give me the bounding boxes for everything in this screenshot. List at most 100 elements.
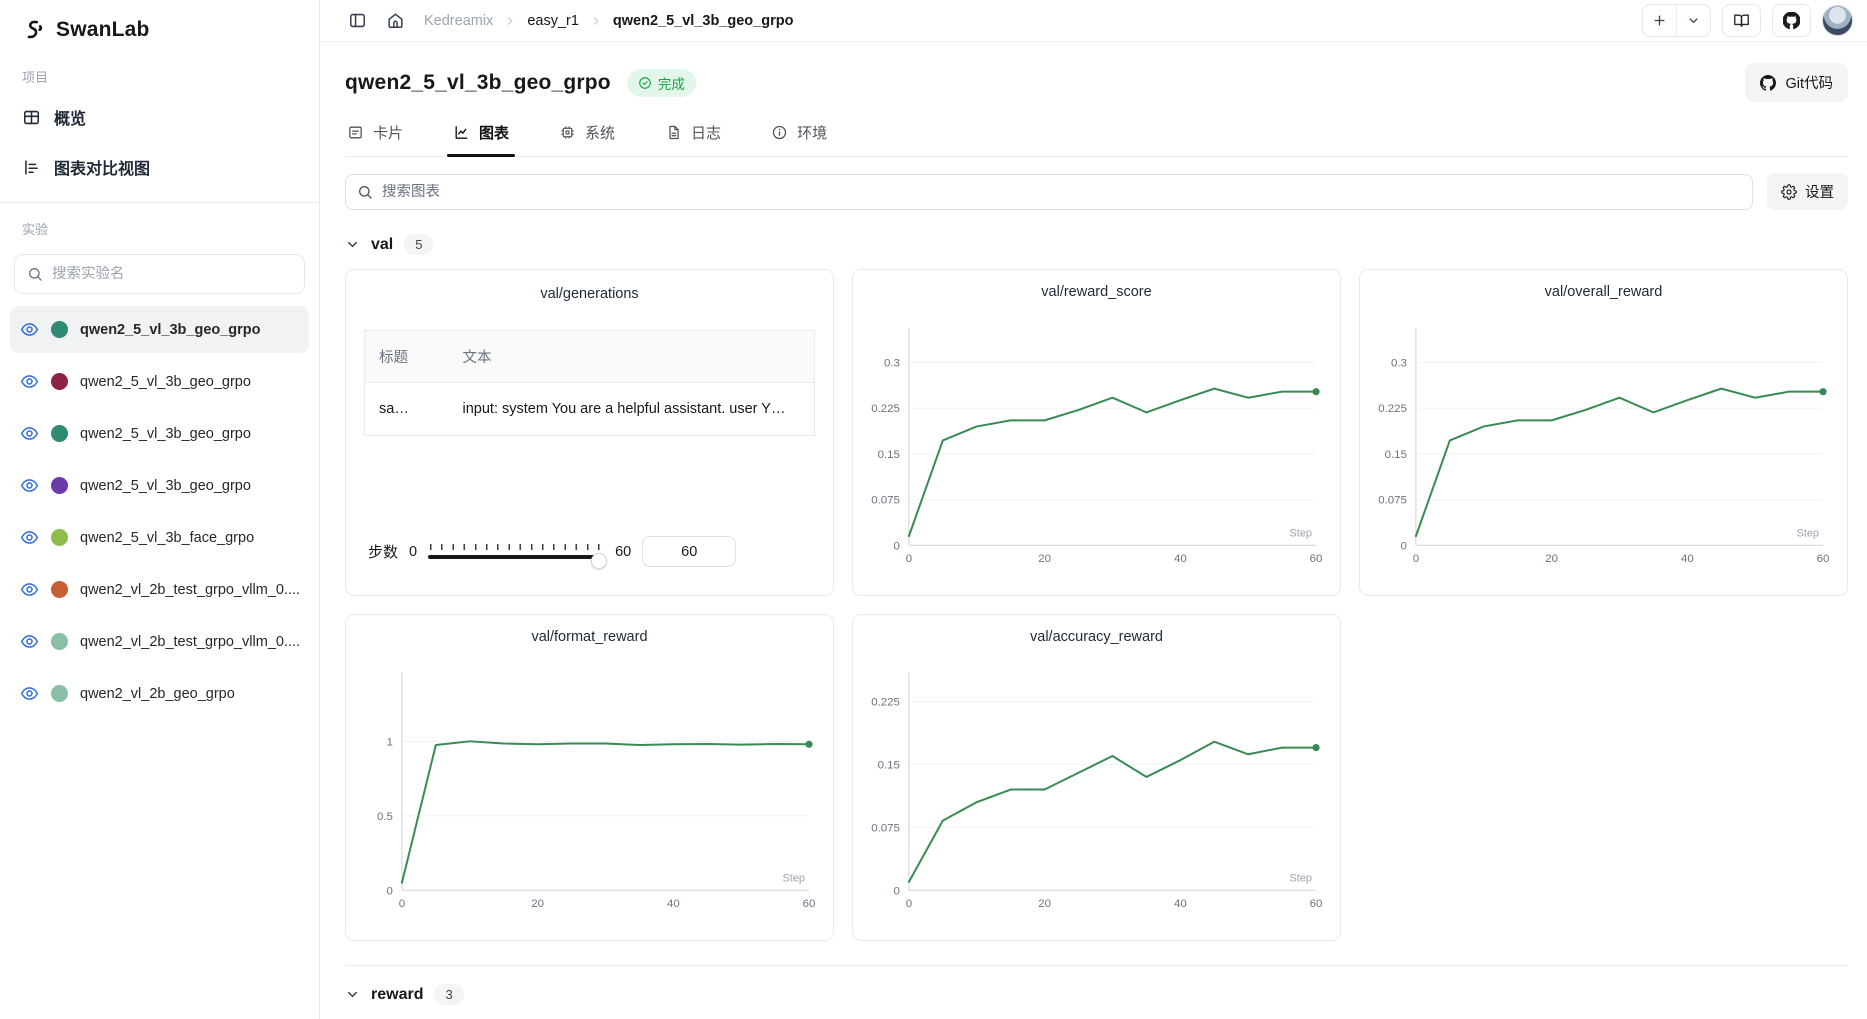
cpu-icon [561,126,574,139]
experiment-row[interactable]: qwen2_5_vl_3b_geo_grpo [10,410,309,457]
tab-charts[interactable]: 图表 [447,122,516,157]
chart-title: val/format_reward [531,629,648,645]
experiment-search-input[interactable] [52,266,292,282]
svg-text:0.075: 0.075 [871,495,900,507]
svg-text:20: 20 [531,898,544,910]
experiment-row[interactable]: qwen2_5_vl_3b_geo_grpo [10,358,309,405]
tab-cards[interactable]: 卡片 [345,122,405,156]
chart-compare-icon [25,159,38,175]
line-chart-icon [455,126,468,139]
chevron-down-icon[interactable] [345,237,360,252]
breadcrumb-root[interactable]: Kedreamix [424,12,494,29]
sidebar: SwanLab 项目 概览 图表对比视图 实验 [0,0,320,1019]
svg-text:60: 60 [1310,898,1323,910]
svg-text:60: 60 [1817,553,1830,565]
home-button[interactable] [380,6,410,36]
section-name: reward [371,985,424,1003]
chevron-down-icon[interactable] [1677,5,1710,36]
chevron-down-icon[interactable] [345,987,360,1002]
svg-text:0.225: 0.225 [871,696,900,708]
chart-plot-area[interactable]: 0 0.5 1 0 20 40 60 Step [356,653,823,934]
run-header: qwen2_5_vl_3b_geo_grpo 完成 Git代码 [345,63,1848,102]
metric-chart-card[interactable]: val/overall_reward 0 0.075 0.15 0.225 0.3 0 20… [1359,269,1848,596]
experiment-name: qwen2_5_vl_3b_geo_grpo [80,373,251,390]
experiment-list: qwen2_5_vl_3b_geo_grpo qwen2_5_vl_3b_geo… [0,300,319,728]
section-header-val[interactable]: val 5 [345,234,1848,255]
experiment-row[interactable]: qwen2_5_vl_3b_geo_grpo [10,306,309,353]
tab-label: 卡片 [373,125,404,142]
metric-chart-card[interactable]: val/format_reward 0 0.5 1 0 20 40 60 Step [345,614,834,941]
breadcrumb-project[interactable]: easy_r1 [527,12,579,29]
tab-logs[interactable]: 日志 [663,122,723,156]
step-value-input[interactable]: 60 [642,536,737,567]
section-count-badge: 5 [404,234,434,255]
svg-text:Step: Step [782,872,805,884]
eye-visibility-icon[interactable] [20,424,39,443]
tab-system[interactable]: 系统 [557,122,617,156]
svg-text:0.15: 0.15 [1385,449,1407,461]
run-title: qwen2_5_vl_3b_geo_grpo [345,70,611,94]
step-slider-label: 步数 [368,544,399,561]
svg-text:0.225: 0.225 [871,403,900,415]
eye-visibility-icon[interactable] [20,320,39,339]
eye-visibility-icon[interactable] [20,632,39,651]
tab-environment[interactable]: 环境 [769,122,829,156]
eye-visibility-icon[interactable] [20,580,39,599]
metric-chart-card[interactable]: val/accuracy_reward 0 0.075 0.15 0.225 0 20 40… [852,614,1341,941]
swanlab-logo-icon [27,20,43,39]
git-code-button[interactable]: Git代码 [1745,63,1848,102]
experiment-row[interactable]: qwen2_vl_2b_test_grpo_vllm_0.... [10,566,309,613]
create-split-button[interactable] [1642,4,1711,37]
step-slider[interactable] [428,544,608,569]
experiment-row[interactable]: qwen2_5_vl_3b_geo_grpo [10,462,309,509]
section-header-reward[interactable]: reward 3 [345,984,1848,1005]
svg-text:0: 0 [1413,553,1419,565]
metric-chart-card[interactable]: val/reward_score 0 0.075 0.15 0.225 0.3 0 20 40… [852,269,1341,596]
sidebar-toggle-button[interactable] [342,6,372,36]
chart-plot-area[interactable]: 0 0.075 0.15 0.225 0.3 0 20 40 60 Step [863,308,1330,589]
svg-text:Step: Step [1289,872,1312,884]
search-icon [359,185,372,199]
breadcrumb-run[interactable]: qwen2_5_vl_3b_geo_grpo [612,12,794,29]
step-value: 60 [681,543,698,560]
svg-text:0.5: 0.5 [377,811,393,823]
topbar: Kedreamix easy_r1 qwen2_5_vl_3b_geo_grpo [320,0,1867,42]
home-icon [387,13,403,28]
experiment-row[interactable]: qwen2_5_vl_3b_face_grpo [10,514,309,561]
github-button[interactable] [1772,4,1811,37]
tab-label: 日志 [691,125,722,142]
svg-text:0.15: 0.15 [878,759,900,771]
overview-grid-icon [24,110,39,124]
svg-text:60: 60 [1310,553,1323,565]
slider-handle[interactable] [591,553,608,569]
experiment-row[interactable]: qwen2_vl_2b_test_grpo_vllm_0.... [10,618,309,665]
chart-search-input[interactable] [382,183,1741,200]
plus-icon[interactable] [1643,5,1677,36]
svg-text:Step: Step [1289,527,1312,539]
sidebar-item-overview[interactable]: 概览 [0,92,319,142]
eye-visibility-icon[interactable] [20,372,39,391]
svg-text:40: 40 [667,898,680,910]
svg-text:0.225: 0.225 [1378,403,1407,415]
docs-button[interactable] [1722,4,1761,37]
settings-button[interactable]: 设置 [1767,173,1848,210]
table-cell-text: input: system You are a helpful assistan… [462,401,786,417]
slider-track[interactable] [428,555,605,559]
chart-plot-area[interactable]: 0 0.075 0.15 0.225 0 20 40 60 Step [863,653,1330,934]
tab-label: 系统 [585,125,616,142]
experiment-row[interactable]: qwen2_vl_2b_geo_grpo [10,670,309,717]
experiment-color-dot [51,581,68,598]
eye-visibility-icon[interactable] [20,476,39,495]
brand-logo-row[interactable]: SwanLab [0,0,319,53]
generations-table: 标题 文本 sa… input: system You are a helpfu… [364,330,815,436]
chart-plot-area[interactable]: 0 0.075 0.15 0.225 0.3 0 20 40 60 Step [1370,308,1837,589]
svg-text:0: 0 [387,885,393,897]
table-row[interactable]: sa… input: system You are a helpful assi… [365,383,815,436]
check-circle-icon [639,76,651,89]
user-avatar[interactable] [1822,5,1853,36]
sidebar-item-chart-compare[interactable]: 图表对比视图 [0,142,319,192]
experiment-name: qwen2_vl_2b_test_grpo_vllm_0.... [80,633,299,650]
eye-visibility-icon[interactable] [20,528,39,547]
svg-text:20: 20 [1545,553,1558,565]
eye-visibility-icon[interactable] [20,684,39,703]
